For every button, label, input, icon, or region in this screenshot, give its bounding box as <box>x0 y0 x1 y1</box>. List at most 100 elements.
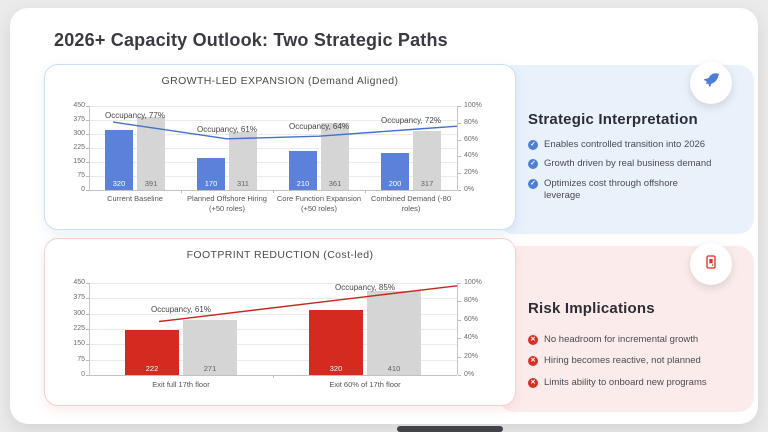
bottom-indicator-bar <box>397 426 503 432</box>
right-axis-tick-label: 60% <box>464 135 479 143</box>
left-axis-tick <box>86 148 89 149</box>
bird-icon <box>701 71 721 96</box>
check-icon: ✓ <box>528 178 538 189</box>
right-axis-tick <box>458 190 461 191</box>
left-axis-line <box>89 106 90 190</box>
check-icon: ✓ <box>528 159 538 170</box>
right-axis-tick-label: 20% <box>464 169 479 177</box>
right-axis-tick-label: 40% <box>464 152 479 160</box>
left-axis-tick <box>86 162 89 163</box>
occupancy-data-label: Occupancy, 77% <box>105 111 165 121</box>
bar-value-label: 320 <box>329 364 343 373</box>
list-item-text: Enables controlled transition into 2026 <box>544 139 706 150</box>
list-item-text: Hiring becomes reactive, not planned <box>544 355 701 367</box>
left-axis-tick <box>86 313 89 315</box>
cross-icon: ✕ <box>528 335 538 345</box>
left-axis-tick <box>86 106 89 107</box>
right-axis-line <box>457 106 458 190</box>
list-item-text: Limits ability to onboard new programs <box>544 376 707 388</box>
gridline <box>89 344 457 346</box>
left-axis-tick <box>86 329 89 330</box>
right-axis-tick <box>458 106 461 107</box>
blue-bar <box>381 152 409 190</box>
blue-bar <box>197 158 225 190</box>
right-axis-tick-label: 80% <box>464 297 479 305</box>
category-boundary-tick <box>273 375 274 378</box>
left-axis-tick-label: 75 <box>77 355 85 363</box>
check-icon: ✓ <box>528 140 538 150</box>
chart-title: FOOTPRINT REDUCTION (Cost-led) <box>186 249 374 261</box>
left-axis-tick <box>86 375 89 376</box>
right-axis-tick <box>458 338 461 340</box>
right-axis-tick <box>458 319 461 321</box>
gray-bar <box>183 319 237 375</box>
category-label: Combined Demand (-80 roles) <box>370 194 452 213</box>
right-axis-tick-label: 100% <box>464 102 482 109</box>
gridline <box>89 298 457 300</box>
left-axis-tick <box>86 298 89 300</box>
occupancy-data-label: Occupancy, 61% <box>197 124 257 134</box>
left-axis-tick-label: 150 <box>73 340 85 348</box>
left-axis-tick <box>86 134 89 135</box>
list-item-text: Optimizes cost through offshore leverage <box>544 177 678 202</box>
left-axis-tick <box>86 176 89 177</box>
risk-implications-panel: Risk Implications ✕ No headroom for incr… <box>498 243 754 412</box>
category-label: Core Function Expansion (+50 roles) <box>276 194 362 213</box>
right-axis-tick-label: 80% <box>464 118 479 126</box>
strategic-bullet-list: ✓ Enables controlled transition into 202… <box>528 139 712 202</box>
right-axis-tick <box>458 283 461 284</box>
list-item: ✓ Enables controlled transition into 202… <box>528 139 712 151</box>
red-bar <box>125 329 179 375</box>
blue-bar <box>105 130 133 190</box>
right-axis-tick-label: 100% <box>464 279 482 286</box>
left-axis-tick-label: 450 <box>73 102 85 109</box>
occupancy-data-label: Occupancy, 72% <box>381 115 441 125</box>
list-item-text: Growth driven by real business demand <box>544 158 712 170</box>
strategic-heading: Strategic Interpretation <box>528 111 698 128</box>
gridline <box>89 313 457 315</box>
footprint-reduction-chart: 0 75 150 225 300 375 450 0% 20% 40% 60% 80% 100% 222 2… <box>45 239 515 405</box>
occupancy-trend-line <box>158 285 458 323</box>
occupancy-data-label: Occupancy, 61% <box>151 304 211 314</box>
panel-badge <box>690 243 732 285</box>
cross-icon: ✕ <box>528 356 538 367</box>
right-axis-tick <box>458 375 461 376</box>
gridline <box>89 283 457 284</box>
category-label: Exit full 17th floor <box>152 380 210 389</box>
left-axis-tick-label: 75 <box>77 172 85 179</box>
right-axis-tick <box>458 301 461 303</box>
left-axis-tick-label: 225 <box>73 325 85 332</box>
right-axis-tick-label: 60% <box>464 315 479 323</box>
left-axis-tick <box>86 120 89 121</box>
cross-icon: ✕ <box>528 377 538 388</box>
left-axis-tick-label: 0 <box>81 371 85 378</box>
bar-value-label: 317 <box>420 179 434 188</box>
right-axis-tick-label: 0% <box>464 371 475 378</box>
bar-value-label: 391 <box>144 179 158 188</box>
gridline <box>89 176 457 177</box>
list-item: ✕ Limits ability to onboard new programs <box>528 377 750 389</box>
occupancy-data-label: Occupancy, 85% <box>335 282 395 292</box>
panel-badge <box>690 62 732 104</box>
gray-bar <box>229 131 257 190</box>
slide-canvas: 2026+ Capacity Outlook: Two Strategic Pa… <box>10 8 758 424</box>
exit-door-icon <box>703 254 719 275</box>
gray-bar <box>367 291 421 375</box>
gridline <box>89 106 457 107</box>
growth-expansion-chart-card: GROWTH-LED EXPANSION (Demand Aligned) 0 7… <box>44 64 516 230</box>
left-axis-tick <box>86 359 89 361</box>
right-axis-tick-label: 20% <box>464 352 479 360</box>
red-bar <box>309 309 363 375</box>
list-item: ✕ No headroom for incremental growth <box>528 334 750 346</box>
left-axis-line <box>89 283 90 375</box>
bar-value-label: 210 <box>296 179 310 188</box>
left-axis-tick-label: 450 <box>73 279 85 286</box>
gridline <box>89 148 457 149</box>
bar-value-label: 410 <box>387 364 401 373</box>
left-axis-tick <box>86 190 89 191</box>
right-axis-tick <box>458 139 461 141</box>
bar-value-label: 311 <box>237 179 249 188</box>
right-axis-line <box>457 283 458 375</box>
right-axis-tick <box>458 156 461 158</box>
